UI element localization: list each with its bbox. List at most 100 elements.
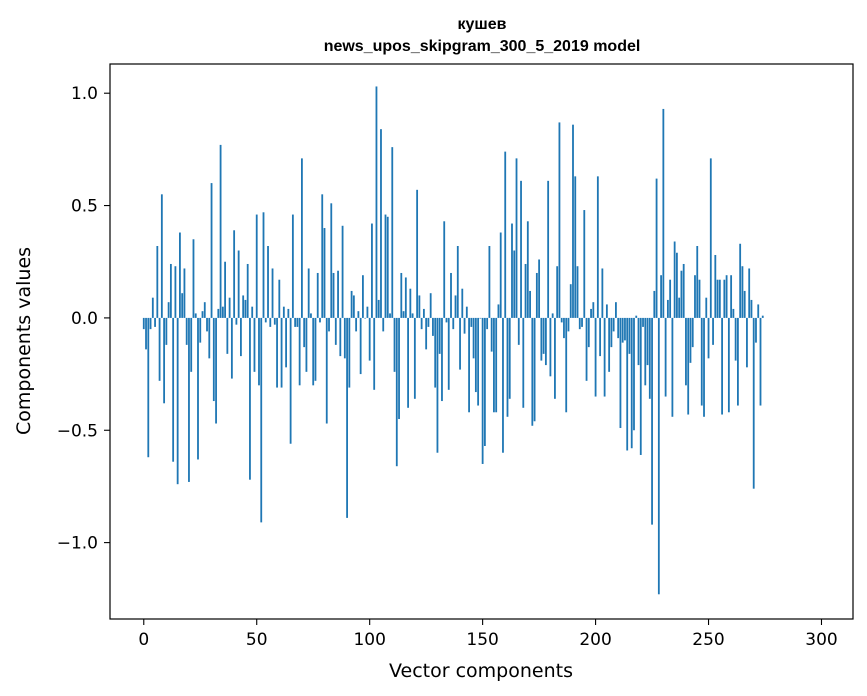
x-tick-label: 0: [138, 630, 149, 650]
bar: [413, 317, 416, 399]
bar: [504, 151, 507, 318]
bar: [468, 317, 470, 413]
bar: [497, 304, 500, 318]
bar: [212, 317, 215, 402]
bar: [219, 144, 222, 318]
bar: [321, 194, 324, 318]
bar: [538, 259, 541, 318]
bar: [350, 290, 353, 318]
bar: [502, 317, 504, 453]
bar: [565, 317, 568, 413]
bar: [395, 317, 398, 467]
bar: [601, 268, 604, 318]
bar: [490, 317, 493, 352]
bar: [680, 270, 683, 318]
bar: [610, 317, 613, 348]
bar: [576, 266, 579, 318]
bar: [276, 317, 278, 388]
x-tick-label: 200: [579, 630, 611, 650]
bar: [362, 275, 364, 318]
bar: [181, 293, 184, 318]
bar: [549, 317, 552, 377]
bar: [346, 317, 348, 518]
bar: [183, 268, 186, 318]
bar: [163, 317, 166, 404]
bar: [147, 317, 150, 458]
bar: [481, 317, 484, 464]
bar: [244, 299, 247, 318]
bar: [400, 272, 403, 318]
bar: [540, 317, 543, 361]
bar: [689, 317, 692, 363]
y-tick-label: 0.5: [71, 197, 98, 217]
bar: [639, 317, 642, 455]
bar: [563, 317, 565, 339]
bar: [402, 311, 405, 318]
bar: [662, 108, 665, 318]
bar: [425, 317, 428, 350]
bar: [707, 317, 710, 359]
bar: [592, 302, 595, 318]
bar: [201, 311, 204, 318]
bar: [314, 317, 317, 381]
bar: [624, 317, 626, 341]
bar: [416, 189, 419, 318]
x-tick-label: 50: [246, 630, 268, 650]
bar: [569, 284, 572, 318]
bar: [332, 272, 335, 318]
bar: [718, 279, 721, 318]
bar: [197, 317, 199, 460]
bar: [526, 221, 529, 318]
bar: [646, 317, 649, 366]
bar: [520, 180, 522, 318]
bar: [608, 317, 611, 372]
bar: [226, 317, 229, 354]
bar: [215, 317, 217, 424]
bar: [287, 308, 290, 318]
bar: [364, 317, 367, 319]
bar: [169, 263, 172, 318]
bar: [172, 317, 175, 462]
x-tick-label: 250: [692, 630, 724, 650]
bar: [666, 299, 669, 318]
bar: [567, 317, 570, 332]
bar: [303, 317, 306, 348]
bar: [149, 317, 152, 330]
bar: [450, 272, 452, 318]
bar: [651, 317, 653, 525]
bar: [380, 129, 382, 318]
bar: [655, 178, 658, 318]
bar: [438, 317, 441, 354]
bar: [583, 210, 586, 318]
bar: [371, 223, 373, 318]
bar: [633, 317, 635, 431]
bar: [441, 317, 443, 402]
bar: [454, 295, 457, 318]
bar: [411, 313, 414, 318]
bar: [612, 317, 615, 332]
bar: [746, 317, 748, 368]
bar: [714, 254, 717, 318]
bar: [470, 317, 473, 327]
x-axis-ticks: 0 50 100 150 200 250 300: [138, 619, 838, 650]
bar: [436, 317, 439, 453]
bar: [755, 317, 757, 343]
bar: [386, 216, 389, 318]
bar: [167, 302, 170, 318]
bar: [761, 315, 764, 318]
bar: [242, 295, 245, 318]
bar: [237, 250, 240, 318]
bar: [459, 317, 461, 370]
bar: [221, 306, 224, 318]
bar: [151, 297, 154, 318]
bar: [554, 317, 556, 399]
bar: [673, 241, 676, 318]
bar: [228, 297, 231, 318]
bar: [578, 317, 581, 330]
bar: [725, 275, 728, 318]
bar: [513, 250, 516, 318]
y-axis-label: Components values: [13, 247, 35, 435]
bar: [682, 263, 685, 318]
bar: [703, 317, 705, 417]
